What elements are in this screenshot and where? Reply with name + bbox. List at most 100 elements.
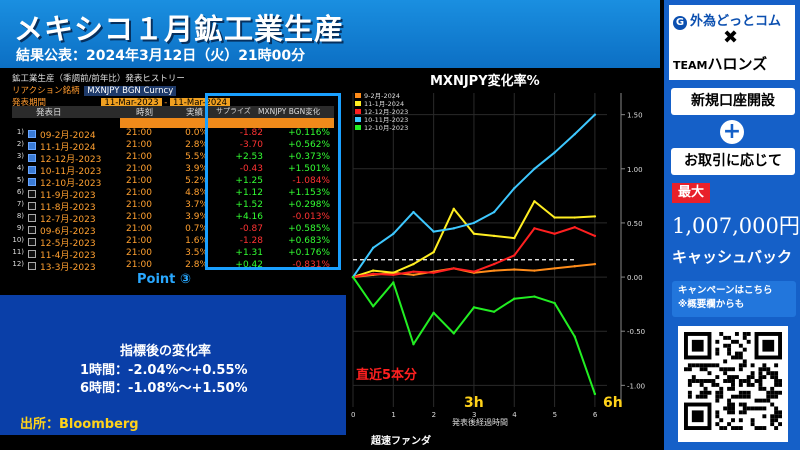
row-date: 13-3月-2023 — [40, 263, 96, 273]
row-surprise: +1.25 — [235, 176, 263, 186]
row-date: 10-11月-2023 — [40, 167, 102, 177]
series-2-point — [452, 267, 455, 270]
row-index: 4) — [16, 164, 24, 172]
reaction-instrument-field[interactable]: MXNJPY BGN Curncy — [84, 86, 177, 96]
row-time: 21:00 — [126, 212, 152, 222]
row-time: 21:00 — [126, 260, 152, 270]
table-row[interactable]: 5) 12-10月-2023 21:00 5.2% +1.25 -1.084% — [10, 176, 340, 189]
row-actual: 0.7% — [185, 224, 208, 234]
table-row[interactable]: 9) 09-6月-2023 21:00 0.7% -0.87 +0.585% — [10, 224, 340, 237]
series-0-point — [533, 269, 536, 272]
col-surprise-header[interactable]: サプライズ — [216, 107, 251, 115]
row-checkbox[interactable] — [28, 214, 36, 222]
series-2-point — [371, 272, 375, 276]
table-row[interactable]: 12) 13-3月-2023 21:00 2.8% +0.42 -0.831% — [10, 260, 340, 273]
row-checkbox[interactable] — [28, 142, 36, 150]
row-checkbox[interactable] — [28, 130, 36, 138]
table-row[interactable]: 6) 11-9月-2023 21:00 4.8% +1.12 +1.153% — [10, 188, 340, 201]
row-actual: 5.2% — [185, 176, 208, 186]
row-checkbox[interactable] — [28, 238, 36, 246]
col-time-header[interactable]: 時刻 — [136, 108, 154, 118]
table-row[interactable]: 3) 12-12月-2023 21:00 5.5% +2.53 +0.373% — [10, 152, 340, 165]
col-date-header[interactable]: 発表日 — [36, 108, 62, 118]
terminal-heading: 鉱工業生産（季調前/前年比）発表ヒストリー — [12, 74, 185, 84]
date-to-field[interactable]: 11-Mar-2024 — [169, 98, 231, 108]
table-row[interactable]: 7) 11-8月-2023 21:00 3.7% +1.52 +0.298% — [10, 200, 340, 213]
chart-title: MXNJPY変化率% — [430, 74, 540, 89]
label-3h: 3h — [464, 395, 484, 411]
series-4-point — [452, 332, 455, 335]
series-1-point — [573, 216, 576, 219]
series-3-point — [472, 221, 476, 225]
row-surprise: -0.87 — [239, 224, 263, 234]
table-row[interactable]: 8) 12-7月-2023 21:00 3.9% +4.16 -0.013% — [10, 212, 340, 225]
table-row[interactable]: 2) 11-1月-2024 21:00 2.8% -3.70 +0.562% — [10, 140, 340, 153]
series-1-point — [553, 216, 556, 219]
qr-code-icon — [684, 332, 782, 430]
col-change-header[interactable]: MXNJPY BGN変化 — [258, 107, 321, 116]
series-2-point — [593, 234, 597, 238]
campaign-link[interactable]: キャンペーンはこちら ※概要欄からも — [672, 281, 796, 317]
date-from-field[interactable]: 11-Mar-2023 — [101, 98, 162, 108]
series-3-point — [371, 246, 375, 250]
table-row[interactable]: 1) 09-2月-2024 21:00 0.0% -1.82 +0.116% — [10, 128, 340, 141]
per-trade-button[interactable]: お取引に応じて — [671, 148, 795, 175]
series-2-point — [412, 270, 415, 273]
legend-entry: 10-11月-2023 — [364, 116, 408, 124]
row-checkbox[interactable] — [28, 190, 36, 198]
row-time: 21:00 — [126, 152, 152, 162]
row-checkbox[interactable] — [28, 154, 36, 162]
series-2-point — [533, 227, 536, 230]
y-tick-label: 1.00 — [627, 166, 643, 174]
series-0-point — [593, 262, 597, 266]
table-row[interactable]: 4) 10-11月-2023 21:00 3.9% -0.43 +1.501% — [10, 164, 340, 177]
table-row[interactable]: 10) 12-5月-2023 21:00 1.6% -1.28 +0.683% — [10, 236, 340, 249]
row-checkbox[interactable] — [28, 166, 36, 174]
series-2-point — [573, 226, 576, 229]
row-surprise: -0.43 — [239, 164, 263, 174]
row-date: 09-6月-2023 — [40, 227, 96, 237]
row-index: 2) — [16, 140, 24, 148]
row-actual: 3.5% — [185, 248, 208, 258]
row-actual: 2.8% — [185, 140, 208, 150]
summary-title: 指標後の変化率 — [120, 344, 212, 359]
row-actual: 3.7% — [185, 200, 208, 210]
series-3-point — [553, 151, 556, 154]
highlight-frame — [205, 93, 341, 270]
col-actual-header[interactable]: 実績 — [186, 108, 204, 118]
row-index: 9) — [16, 224, 24, 232]
row-checkbox[interactable] — [28, 262, 36, 270]
row-surprise: +1.12 — [235, 188, 263, 198]
row-time: 21:00 — [126, 164, 152, 174]
series-4-point — [573, 335, 576, 338]
row-surprise: -1.28 — [239, 236, 263, 246]
label-6h: 6h — [603, 395, 623, 411]
row-time: 21:00 — [126, 128, 152, 138]
series-1-point — [412, 262, 415, 266]
table-row[interactable]: 11) 11-4月-2023 21:00 3.5% +1.31 +0.176% — [10, 248, 340, 261]
row-checkbox[interactable] — [28, 178, 36, 186]
row-change: +0.176% — [288, 248, 330, 258]
row-date: 12-10月-2023 — [40, 179, 102, 189]
legend-swatch — [355, 101, 361, 106]
row-surprise: +1.52 — [235, 200, 263, 210]
series-0-point — [412, 273, 415, 277]
series-4-point — [513, 297, 516, 300]
qr-code[interactable] — [678, 326, 788, 442]
series-2-point — [513, 254, 516, 257]
row-checkbox[interactable] — [28, 226, 36, 234]
series-4-point — [351, 275, 355, 279]
row-date: 11-4月-2023 — [40, 251, 96, 261]
legend-entry: 12-12月-2023 — [364, 108, 408, 116]
series-1-point — [472, 232, 476, 235]
row-checkbox[interactable] — [28, 250, 36, 258]
row-time: 21:00 — [126, 176, 152, 186]
partner-logo[interactable]: G 外為どっとコム ✖ TEAMハロンズ — [669, 5, 795, 80]
title-banner: メキシコ１月鉱工業生産 結果公表：2024年3月12日（火）21時00分 — [0, 0, 660, 68]
team-harons-logo: TEAMハロンズ — [673, 53, 767, 74]
row-checkbox[interactable] — [28, 202, 36, 210]
series-4-point — [593, 392, 597, 396]
reaction-instrument-label: リアクション銘柄 — [12, 86, 80, 96]
open-account-button[interactable]: 新規口座開設 — [671, 88, 795, 115]
series-1-point — [492, 234, 496, 238]
